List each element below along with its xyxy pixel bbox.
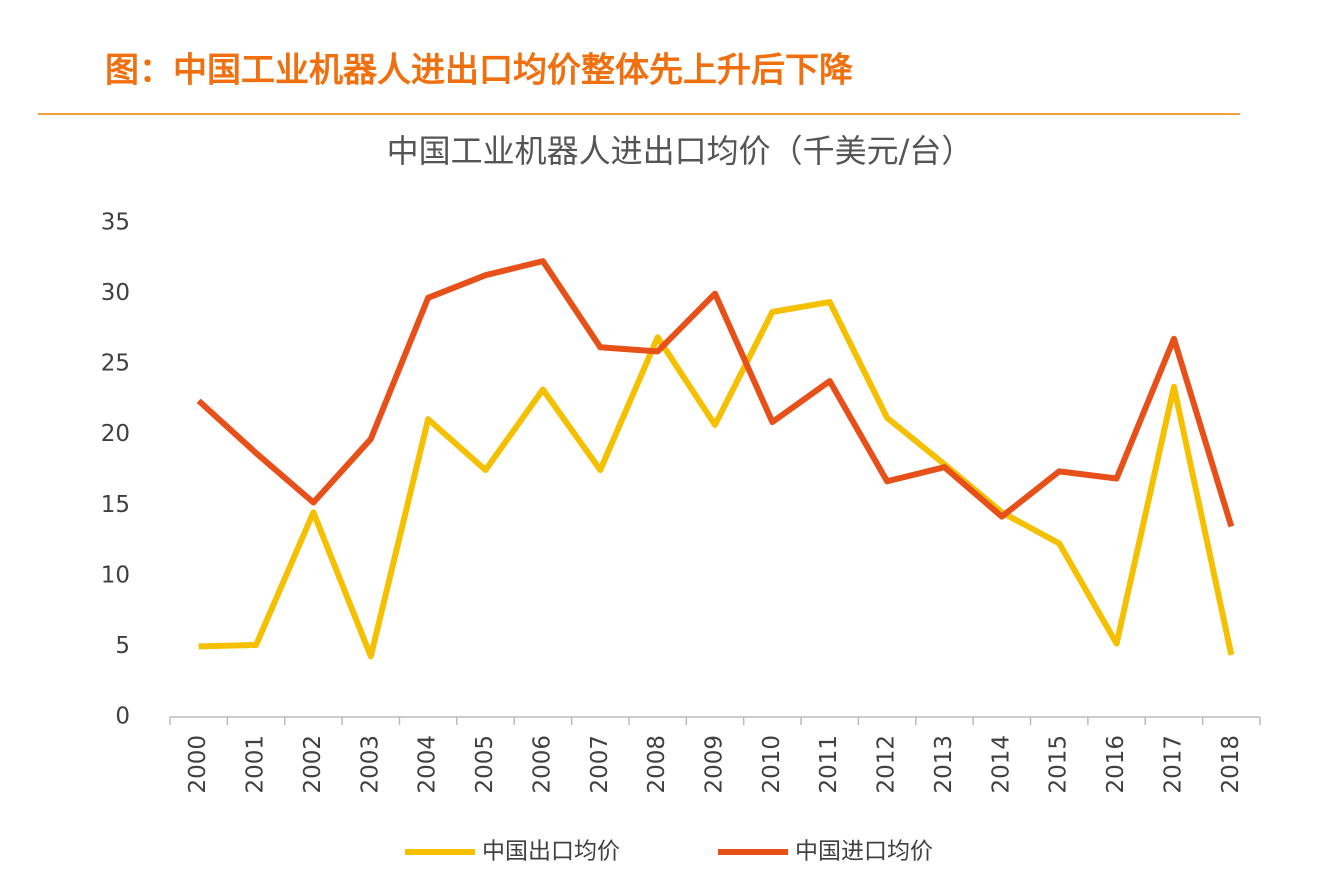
y-tick-label: 30 <box>101 280 130 306</box>
legend-label: 中国进口均价 <box>795 839 933 865</box>
x-tick-label: 2013 <box>931 735 957 794</box>
x-tick-label: 2005 <box>472 735 498 794</box>
x-tick-label: 2014 <box>988 735 1014 794</box>
chart-title: 中国工业机器人进出口均价（千美元/台） <box>387 132 974 170</box>
x-tick-label: 2003 <box>357 735 383 794</box>
x-tick-label: 2002 <box>300 735 326 794</box>
x-tick-label: 2012 <box>874 735 900 794</box>
y-tick-label: 20 <box>101 421 130 447</box>
y-tick-label: 15 <box>101 492 130 518</box>
x-tick-label: 2011 <box>816 735 842 794</box>
y-tick-label: 10 <box>101 562 130 588</box>
y-tick-label: 5 <box>115 633 130 659</box>
x-tick-label: 2004 <box>415 735 441 794</box>
x-tick-label: 2006 <box>529 735 555 794</box>
x-tick-label: 2009 <box>702 735 728 794</box>
x-tick-label: 2016 <box>1103 735 1129 794</box>
y-tick-label: 25 <box>101 351 130 377</box>
x-tick-label: 2007 <box>587 735 613 794</box>
y-tick-label: 35 <box>101 210 130 236</box>
legend-label: 中国出口均价 <box>482 839 620 865</box>
x-tick-label: 2015 <box>1046 735 1072 794</box>
series-line <box>198 299 1235 660</box>
x-tick-label: 2018 <box>1218 735 1244 794</box>
x-tick-label: 2001 <box>243 735 269 794</box>
x-tick-label: 2008 <box>644 735 670 794</box>
y-tick-label: 0 <box>115 704 130 730</box>
x-tick-label: 2010 <box>759 735 785 794</box>
page-heading: 图：中国工业机器人进出口均价整体先上升后下降 <box>105 51 854 91</box>
series-line <box>196 258 1235 528</box>
x-tick-label: 2017 <box>1160 735 1186 794</box>
x-tick-label: 2000 <box>185 735 211 794</box>
